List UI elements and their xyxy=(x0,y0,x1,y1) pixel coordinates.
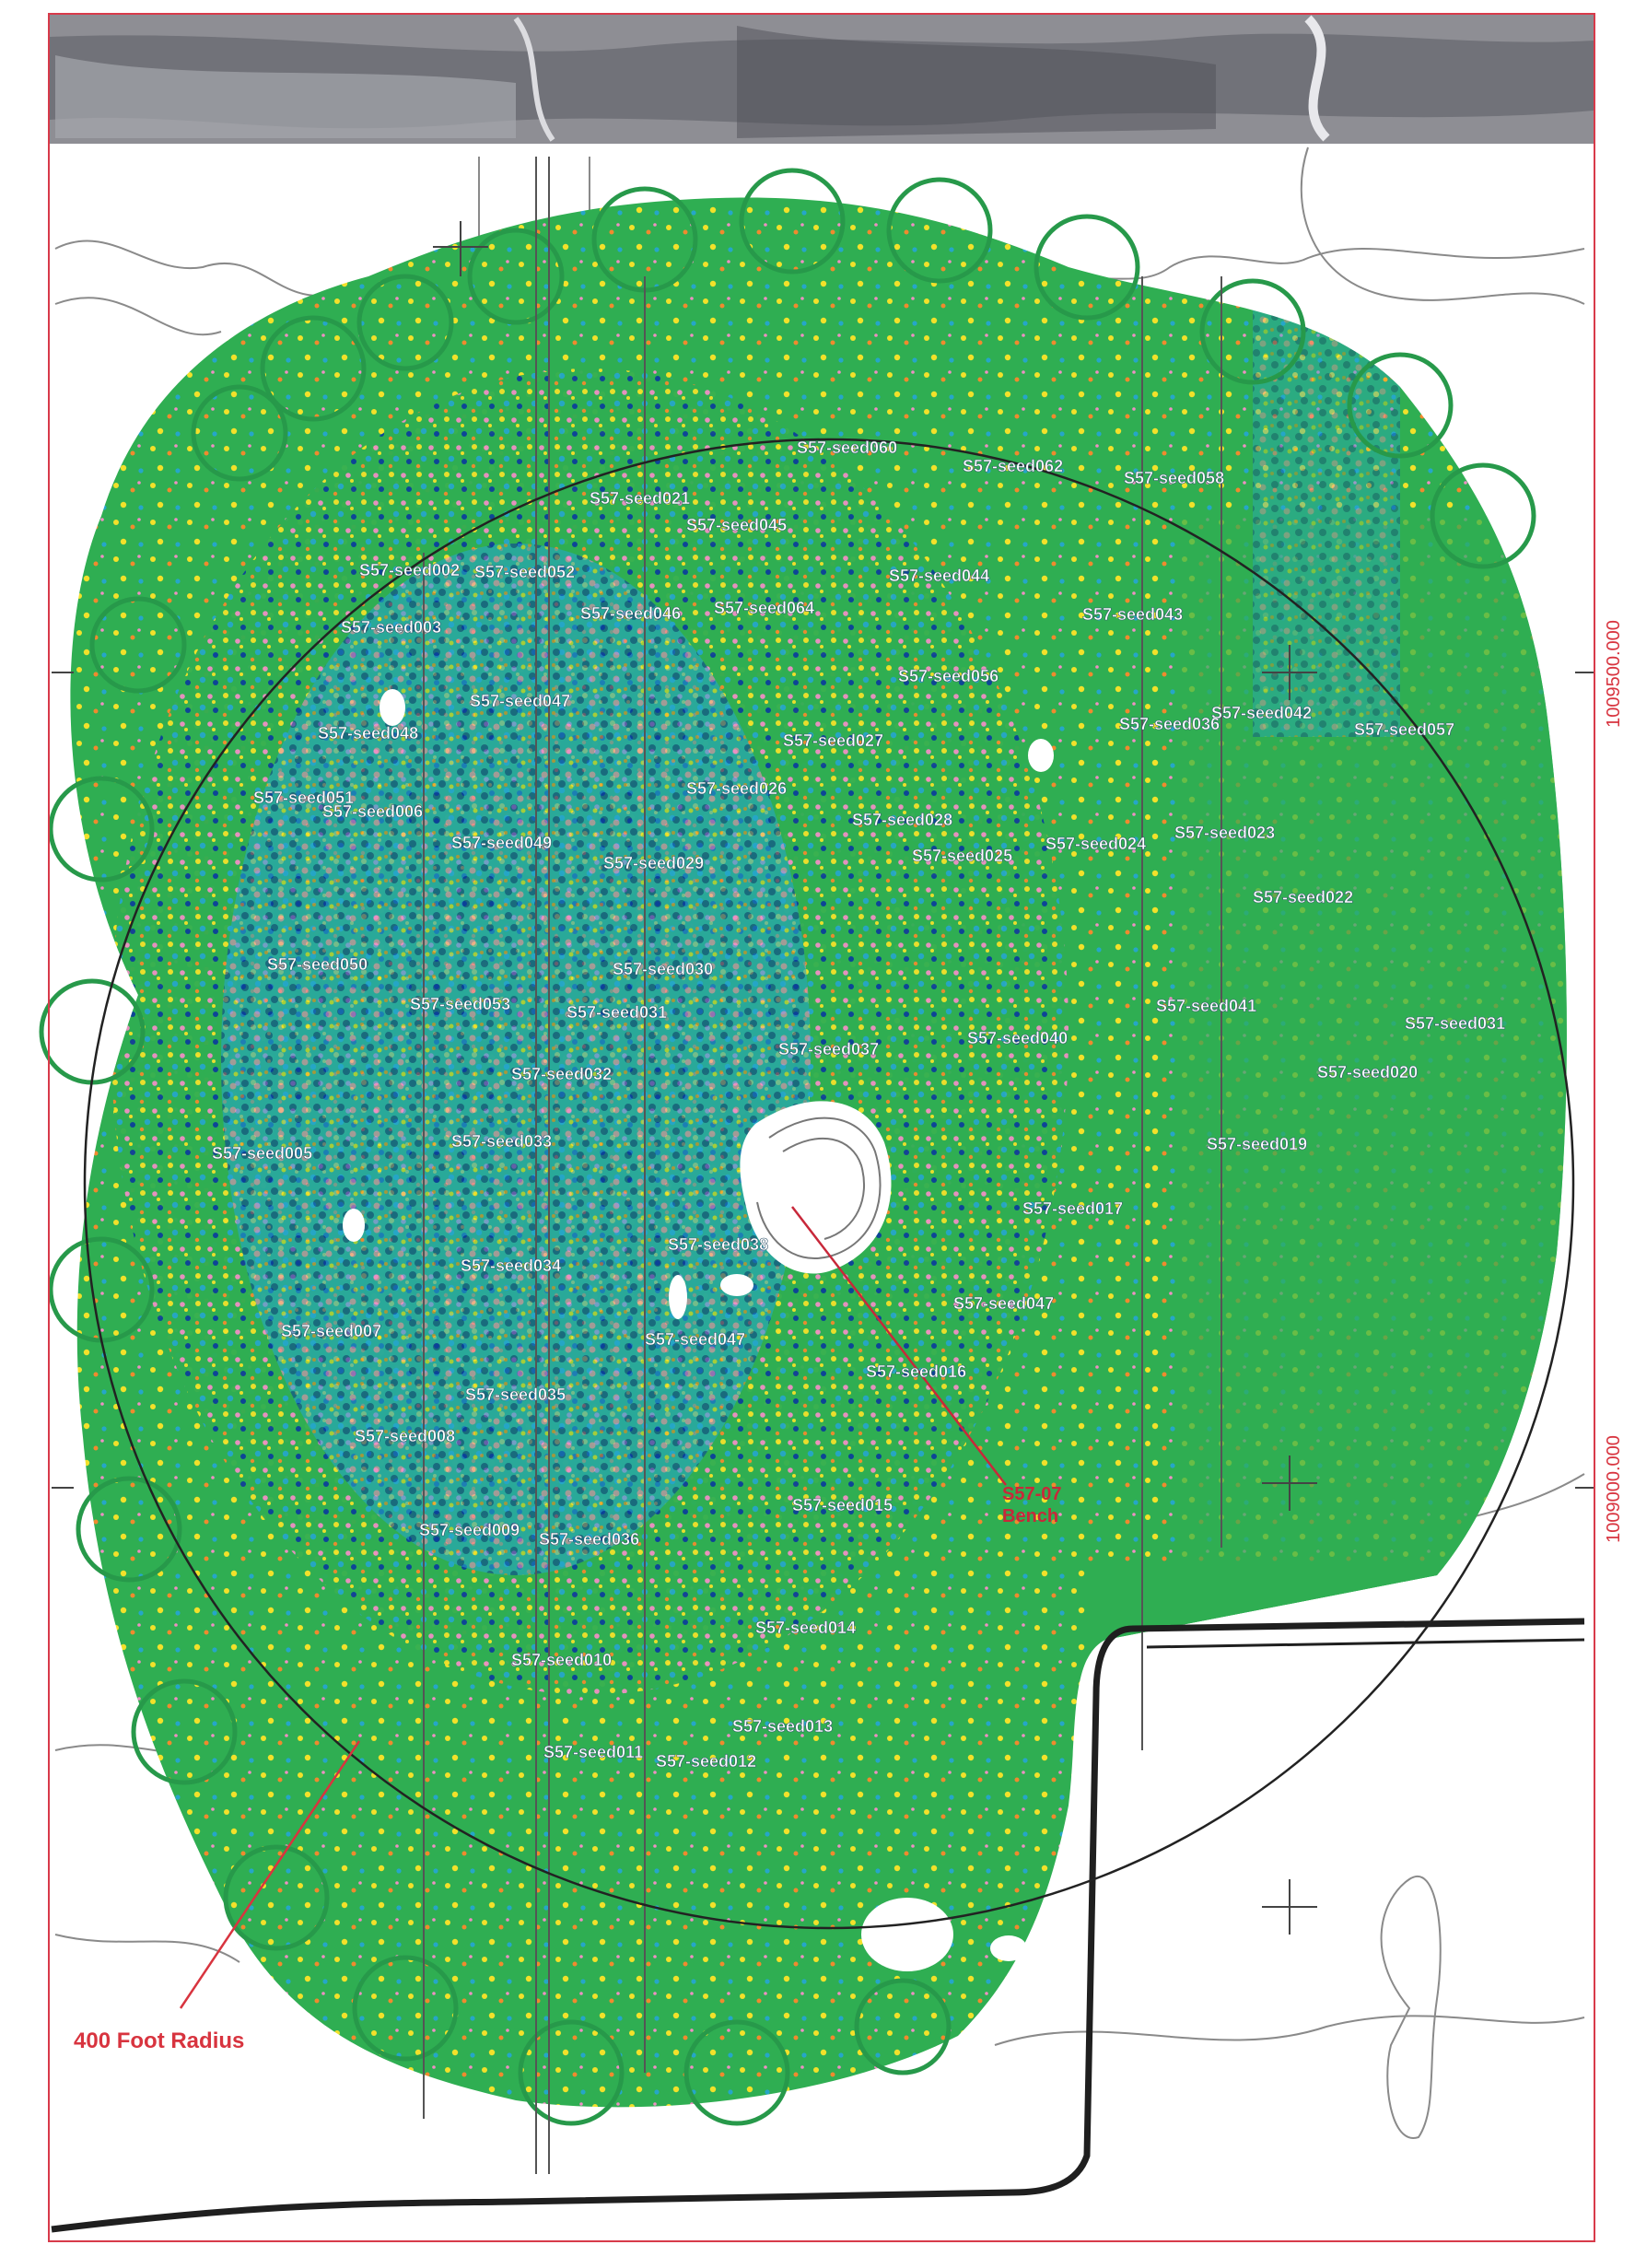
seed-label: S57-seed047 xyxy=(645,1330,745,1349)
seed-label: S57-seed064 xyxy=(714,599,814,617)
northing-label-left-top: 1009500.000 xyxy=(0,620,5,728)
seed-label: S57-seed008 xyxy=(355,1427,455,1445)
seed-label: S57-seed031 xyxy=(1405,1014,1505,1033)
seed-label: S57-seed026 xyxy=(686,779,787,798)
northing-label-right-bottom: 1009000.000 xyxy=(1603,1435,1624,1543)
seed-label: S57-seed047 xyxy=(953,1294,1054,1313)
seed-label: S57-seed013 xyxy=(732,1717,833,1736)
aerial-photo-strip xyxy=(50,15,1594,144)
seed-label: S57-seed027 xyxy=(783,731,883,750)
seed-label: S57-seed021 xyxy=(590,489,690,508)
seed-label: S57-seed030 xyxy=(613,960,713,978)
seed-label: S57-seed038 xyxy=(668,1235,768,1254)
seed-label: S57-seed041 xyxy=(1156,997,1256,1015)
seed-label: S57-seed014 xyxy=(755,1619,856,1637)
bench-pad xyxy=(740,1101,892,1274)
seed-label: S57-seed017 xyxy=(1022,1199,1123,1218)
northing-label-left-bottom: 1009000.000 xyxy=(0,1435,5,1543)
voids xyxy=(343,689,1054,2030)
seed-label: S57-seed019 xyxy=(1207,1135,1307,1153)
seed-label: S57-seed040 xyxy=(967,1029,1068,1047)
seed-label: S57-seed036 xyxy=(539,1530,639,1549)
bench-label-line1: S57-07 xyxy=(1002,1484,1062,1504)
seed-label: S57-seed031 xyxy=(566,1003,667,1022)
seed-label: S57-seed044 xyxy=(889,567,989,585)
road-boundary xyxy=(51,1618,1585,2233)
map-frame xyxy=(48,13,1595,2242)
swath-outlines xyxy=(39,168,1536,2126)
seed-label: S57-seed032 xyxy=(511,1065,612,1083)
seed-label: S57-seed050 xyxy=(267,955,368,974)
radius-label: 400 Foot Radius xyxy=(74,2028,245,2053)
seed-label: S57-seed048 xyxy=(318,724,418,742)
seed-label: S57-seed024 xyxy=(1045,835,1146,853)
seed-label: S57-seed009 xyxy=(419,1521,520,1539)
seed-label: S57-seed023 xyxy=(1174,824,1275,842)
seed-label: S57-seed049 xyxy=(451,834,552,852)
radius-leader-line xyxy=(179,1740,361,2009)
seed-label: S57-seed057 xyxy=(1354,720,1454,739)
seed-label: S57-seed029 xyxy=(603,854,704,872)
seed-label: S57-seed062 xyxy=(963,457,1063,475)
seed-label: S57-seed051 xyxy=(253,789,354,807)
seed-label: S57-seed042 xyxy=(1211,704,1312,722)
seed-label: S57-seed037 xyxy=(778,1040,879,1058)
seed-label: S57-seed016 xyxy=(866,1362,966,1381)
seed-labels: S57-seed060 S57-seed062 S57-seed058 S57-see… xyxy=(212,438,1506,1771)
seed-label: S57-seed012 xyxy=(656,1752,756,1771)
seed-label: S57-seed035 xyxy=(465,1385,566,1404)
northing-label-right-top: 1009500.000 xyxy=(1603,620,1624,728)
seed-label: S57-seed045 xyxy=(686,516,787,534)
bench-label: S57-07 Bench xyxy=(1002,1483,1062,1527)
seed-label: S57-seed034 xyxy=(461,1257,561,1275)
seed-label: S57-seed022 xyxy=(1253,888,1353,906)
seed-label: S57-seed020 xyxy=(1317,1063,1418,1081)
seed-label: S57-seed043 xyxy=(1082,605,1183,624)
survey-crosshairs xyxy=(52,221,1594,1935)
seed-label: S57-seed053 xyxy=(410,995,510,1013)
seed-label: S57-seed011 xyxy=(543,1743,643,1761)
seed-label: S57-seed007 xyxy=(281,1322,381,1340)
survey-lines xyxy=(423,157,1222,2174)
seed-label: S57-seed033 xyxy=(451,1132,552,1151)
seed-label: S57-seed006 xyxy=(322,802,423,821)
seed-label: S57-seed002 xyxy=(359,561,460,579)
seed-label: S57-seed005 xyxy=(212,1144,312,1163)
seed-label: S57-seed056 xyxy=(898,667,999,685)
seed-label: S57-seed036 xyxy=(1119,715,1220,733)
seed-label: S57-seed015 xyxy=(792,1496,893,1514)
seed-label: S57-seed046 xyxy=(580,604,681,623)
seed-label: S57-seed052 xyxy=(474,563,575,581)
bench-label-line2: Bench xyxy=(1002,1506,1059,1526)
seed-label: S57-seed060 xyxy=(797,438,897,457)
seed-label: S57-seed010 xyxy=(511,1651,612,1669)
seed-label: S57-seed058 xyxy=(1124,469,1224,487)
bench-leader-line xyxy=(791,1206,1007,1486)
seed-label: S57-seed047 xyxy=(470,692,570,710)
seed-label: S57-seed003 xyxy=(341,618,441,637)
seed-label: S57-seed028 xyxy=(852,811,952,829)
radius-circle xyxy=(83,438,1575,1930)
seed-label: S57-seed025 xyxy=(912,847,1012,865)
